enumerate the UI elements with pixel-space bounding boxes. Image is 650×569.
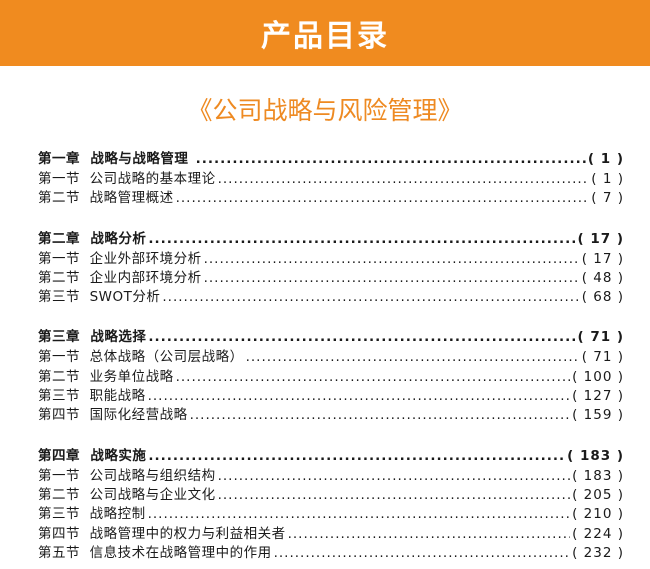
entry-label: 第五节 信息技术在战略管理中的作用: [38, 544, 272, 561]
entry-label: 第四节 国际化经营战略: [38, 407, 188, 424]
page-number: ( 7 ): [591, 190, 624, 207]
entry-label: 第四章 战略实施: [38, 447, 147, 464]
entry-label: 第二节 企业内部环境分析: [38, 269, 202, 286]
toc-section: 第四节 战略管理中的权力与利益相关者 ( 224 ): [38, 525, 624, 544]
dot-leader: [204, 250, 580, 269]
toc-section: 第五节 信息技术在战略管理中的作用 ( 232 ): [38, 544, 624, 563]
entry-label: 第三章 战略选择: [38, 329, 147, 346]
toc-section: 第一节 企业外部环境分析 ( 17 ): [38, 250, 624, 269]
entry-label: 第一节 公司战略与组织结构: [38, 467, 216, 484]
dot-leader: [162, 288, 579, 307]
toc-chapter: 第一章 战略与战略管理 ( 1 ): [38, 148, 624, 170]
dot-leader: [196, 148, 586, 170]
dot-leader: [288, 525, 571, 544]
toc-section: 第三节 SWOT分析 ( 68 ): [38, 288, 624, 307]
page-number: ( 100 ): [572, 368, 624, 385]
dot-leader: [148, 387, 571, 406]
page-number: ( 183 ): [572, 467, 624, 484]
entry-label: 第二节 战略管理概述: [38, 190, 174, 207]
page-number: ( 232 ): [572, 544, 624, 561]
entry-label: 第四节 战略管理中的权力与利益相关者: [38, 525, 286, 542]
dot-leader: [246, 348, 580, 367]
page-number: ( 127 ): [572, 388, 624, 405]
page-number: ( 71 ): [581, 349, 624, 366]
toc-section: 第二节 公司战略与企业文化 ( 205 ): [38, 486, 624, 505]
dot-leader: [190, 406, 571, 425]
book-title: 《公司战略与风险管理》: [187, 96, 463, 125]
page-number: ( 68 ): [581, 289, 624, 306]
dot-leader: [218, 467, 571, 486]
entry-label: 第三节 战略控制: [38, 506, 146, 523]
dot-leader: [218, 170, 590, 189]
dot-leader: [274, 544, 571, 563]
toc-section: 第四节 国际化经营战略 ( 159 ): [38, 406, 624, 425]
entry-label: 第一章 战略与战略管理: [38, 151, 194, 167]
dot-leader: [176, 368, 571, 387]
dot-leader: [148, 228, 575, 250]
toc-section: 第二节 战略管理概述 ( 7 ): [38, 189, 624, 208]
dot-leader: [204, 269, 580, 288]
toc-section: 第二节 企业内部环境分析 ( 48 ): [38, 269, 624, 288]
dot-leader: [148, 445, 565, 467]
page-number: ( 224 ): [572, 525, 624, 542]
dot-leader: [176, 189, 590, 208]
page-number: ( 17 ): [577, 230, 624, 247]
entry-label: 第一节 企业外部环境分析: [38, 250, 202, 267]
entry-label: 第二章 战略分析: [38, 230, 147, 247]
page-number: ( 48 ): [581, 269, 624, 286]
page-number: ( 210 ): [572, 506, 624, 523]
page-number: ( 205 ): [572, 486, 624, 503]
entry-label: 第三节 SWOT分析: [38, 289, 161, 306]
page-number: ( 1 ): [591, 171, 624, 187]
dot-leader: [148, 505, 571, 524]
entry-label: 第二节 公司战略与企业文化: [38, 486, 216, 503]
toc-section: 第三节 职能战略 ( 127 ): [38, 387, 624, 406]
toc-chapter: 第四章 战略实施 ( 183 ): [38, 445, 624, 467]
toc-section: 第一节 总体战略（公司层战略） ( 71 ): [38, 348, 624, 367]
entry-label: 第三节 职能战略: [38, 388, 146, 405]
entry-label: 第二节 业务单位战略: [38, 368, 174, 385]
entry-label: 第一节 总体战略（公司层战略）: [38, 349, 244, 366]
page-number: ( 183 ): [567, 447, 624, 464]
dot-leader: [148, 326, 575, 348]
page-number: ( 159 ): [572, 407, 624, 424]
toc-section: 第三节 战略控制 ( 210 ): [38, 505, 624, 524]
toc-chapter: 第二章 战略分析 ( 17 ): [38, 228, 624, 250]
table-of-contents: 第一章 战略与战略管理 ( 1 )第一节 公司战略的基本理论( 1 )第二节 战…: [38, 148, 624, 563]
header-banner: 产品目录: [0, 0, 650, 66]
toc-section: 第二节 业务单位战略 ( 100 ): [38, 368, 624, 387]
dot-leader: [218, 486, 571, 505]
page-number: ( 1 ): [587, 151, 624, 167]
page-number: ( 71 ): [577, 329, 624, 346]
entry-label: 第一节 公司战略的基本理论: [38, 171, 216, 187]
page-title: 产品目录: [261, 19, 389, 54]
page-number: ( 17 ): [581, 250, 624, 267]
toc-section: 第一节 公司战略与组织结构 ( 183 ): [38, 467, 624, 486]
toc-chapter: 第三章 战略选择 ( 71 ): [38, 326, 624, 348]
toc-section: 第一节 公司战略的基本理论 ( 1 ): [38, 170, 624, 189]
